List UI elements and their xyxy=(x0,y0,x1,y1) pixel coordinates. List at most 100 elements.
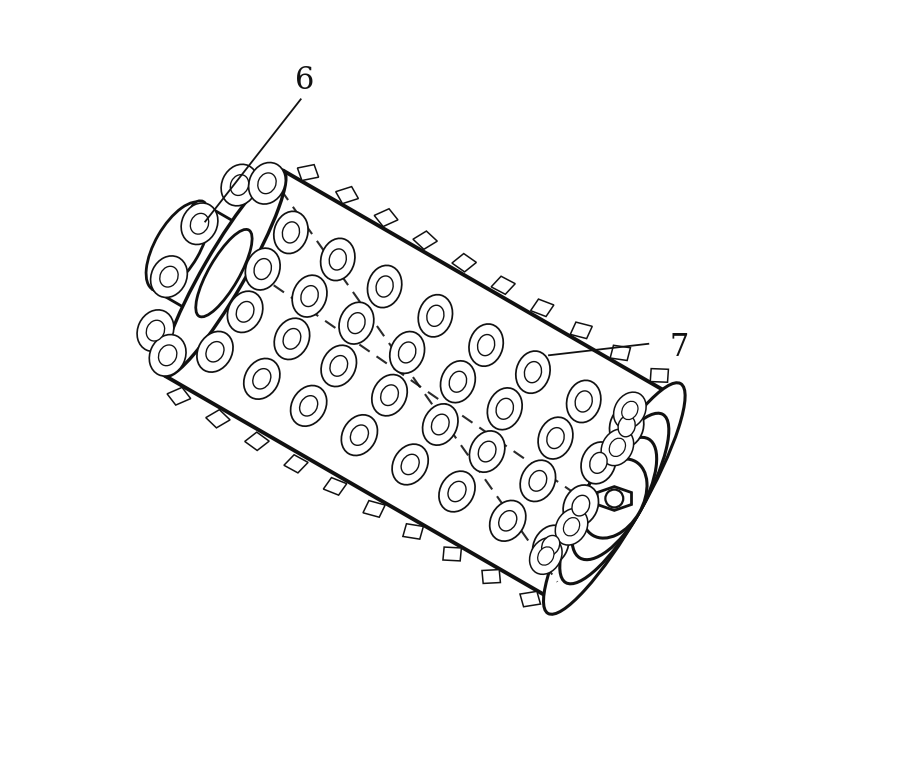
Ellipse shape xyxy=(196,229,252,317)
Ellipse shape xyxy=(206,342,224,362)
Ellipse shape xyxy=(181,203,218,244)
Ellipse shape xyxy=(441,361,475,403)
Polygon shape xyxy=(492,277,515,294)
Ellipse shape xyxy=(376,276,394,297)
Polygon shape xyxy=(284,455,308,473)
Polygon shape xyxy=(452,254,476,272)
Circle shape xyxy=(605,490,623,507)
Ellipse shape xyxy=(572,437,657,560)
Ellipse shape xyxy=(290,386,327,426)
Text: 7: 7 xyxy=(669,332,688,363)
Ellipse shape xyxy=(254,258,271,280)
Ellipse shape xyxy=(470,431,505,472)
Ellipse shape xyxy=(530,538,562,575)
Ellipse shape xyxy=(418,295,453,337)
Ellipse shape xyxy=(555,508,588,545)
Ellipse shape xyxy=(292,275,327,317)
Polygon shape xyxy=(152,203,249,316)
Ellipse shape xyxy=(614,392,646,429)
Ellipse shape xyxy=(516,351,551,393)
Polygon shape xyxy=(571,322,592,338)
Ellipse shape xyxy=(390,332,424,374)
Ellipse shape xyxy=(541,536,560,555)
Ellipse shape xyxy=(160,267,178,287)
Ellipse shape xyxy=(367,265,402,308)
Ellipse shape xyxy=(274,319,309,360)
Ellipse shape xyxy=(372,374,407,416)
Polygon shape xyxy=(597,487,631,510)
Ellipse shape xyxy=(329,249,346,270)
Ellipse shape xyxy=(538,547,554,565)
Ellipse shape xyxy=(520,460,556,501)
Ellipse shape xyxy=(301,286,318,306)
Ellipse shape xyxy=(236,302,254,322)
Ellipse shape xyxy=(532,525,569,566)
Polygon shape xyxy=(167,387,190,405)
Ellipse shape xyxy=(330,355,347,376)
Ellipse shape xyxy=(137,310,174,351)
Ellipse shape xyxy=(529,471,547,491)
Polygon shape xyxy=(520,591,541,607)
Ellipse shape xyxy=(563,517,580,536)
Ellipse shape xyxy=(197,332,233,372)
Ellipse shape xyxy=(581,459,647,538)
Polygon shape xyxy=(531,299,554,316)
Ellipse shape xyxy=(341,415,377,455)
Ellipse shape xyxy=(538,417,573,459)
Ellipse shape xyxy=(249,163,286,204)
Ellipse shape xyxy=(392,444,428,485)
Ellipse shape xyxy=(321,345,356,387)
Text: 6: 6 xyxy=(295,65,314,96)
Polygon shape xyxy=(413,231,437,249)
Ellipse shape xyxy=(258,173,276,194)
Ellipse shape xyxy=(146,320,165,341)
Ellipse shape xyxy=(401,455,419,474)
Ellipse shape xyxy=(190,201,207,219)
Ellipse shape xyxy=(610,439,626,457)
Polygon shape xyxy=(165,170,674,601)
Ellipse shape xyxy=(159,345,177,366)
Ellipse shape xyxy=(490,500,526,541)
Ellipse shape xyxy=(244,358,280,399)
Ellipse shape xyxy=(449,371,466,392)
Ellipse shape xyxy=(347,312,366,334)
Ellipse shape xyxy=(499,510,517,531)
Ellipse shape xyxy=(448,481,466,502)
Ellipse shape xyxy=(560,413,668,584)
Ellipse shape xyxy=(274,212,308,254)
Polygon shape xyxy=(375,209,398,227)
Polygon shape xyxy=(324,478,346,495)
Ellipse shape xyxy=(427,306,444,326)
Polygon shape xyxy=(443,547,462,561)
Polygon shape xyxy=(482,570,501,584)
Ellipse shape xyxy=(547,428,564,448)
Ellipse shape xyxy=(621,401,638,419)
Ellipse shape xyxy=(439,471,475,512)
Ellipse shape xyxy=(524,361,541,383)
Polygon shape xyxy=(650,368,668,382)
Ellipse shape xyxy=(610,405,644,448)
Ellipse shape xyxy=(423,404,458,445)
Polygon shape xyxy=(403,524,424,539)
Ellipse shape xyxy=(282,222,299,243)
Polygon shape xyxy=(297,164,318,180)
Ellipse shape xyxy=(487,388,522,429)
Ellipse shape xyxy=(567,380,600,422)
Polygon shape xyxy=(363,500,385,517)
Ellipse shape xyxy=(150,335,186,376)
Ellipse shape xyxy=(253,369,271,389)
Ellipse shape xyxy=(590,452,607,474)
Ellipse shape xyxy=(221,164,258,206)
Polygon shape xyxy=(206,410,230,428)
Ellipse shape xyxy=(432,414,449,435)
Ellipse shape xyxy=(398,342,416,363)
Ellipse shape xyxy=(572,495,590,516)
Ellipse shape xyxy=(299,396,317,416)
Ellipse shape xyxy=(478,335,494,356)
Ellipse shape xyxy=(581,442,616,484)
Ellipse shape xyxy=(146,202,210,291)
Ellipse shape xyxy=(151,256,188,297)
Ellipse shape xyxy=(245,248,280,290)
Ellipse shape xyxy=(575,391,592,412)
Ellipse shape xyxy=(230,175,249,196)
